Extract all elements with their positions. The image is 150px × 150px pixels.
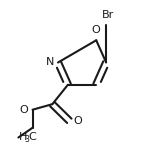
Text: C: C: [28, 132, 36, 142]
Text: O: O: [92, 25, 101, 35]
Text: O: O: [73, 116, 82, 126]
Text: H: H: [18, 132, 27, 142]
Text: N: N: [46, 57, 54, 68]
Text: O: O: [20, 105, 28, 115]
Text: 3: 3: [24, 135, 29, 144]
Text: Br: Br: [101, 10, 114, 20]
